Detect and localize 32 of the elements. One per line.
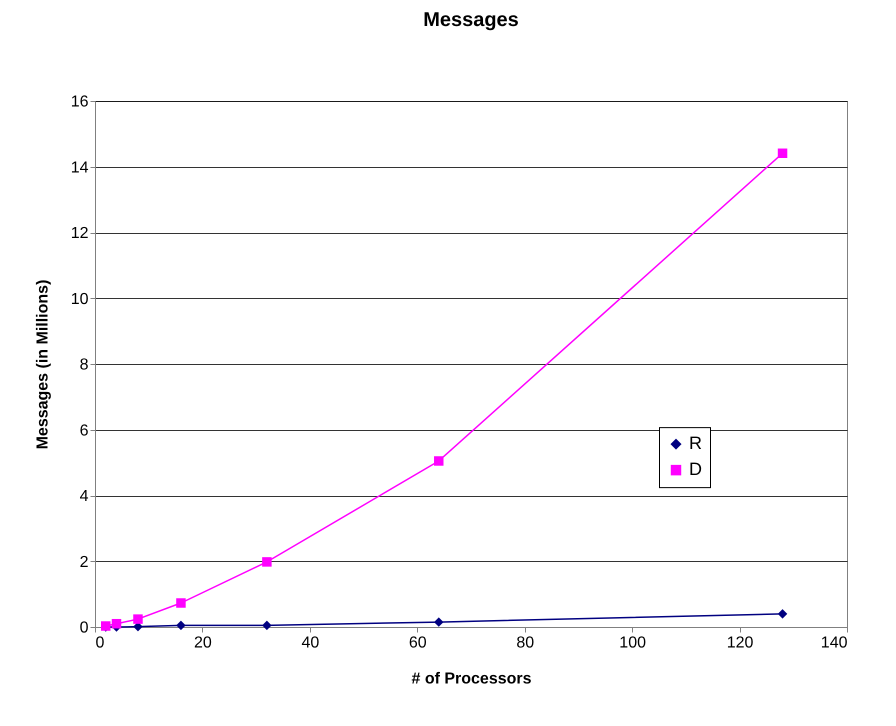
- y-tick-label: 4: [80, 488, 89, 505]
- x-tick-label: 140: [820, 634, 848, 652]
- point: [434, 456, 444, 466]
- point: [133, 614, 143, 624]
- y-tick-label: 6: [80, 422, 89, 440]
- point: [176, 620, 186, 630]
- x-tick-label: 20: [194, 634, 212, 652]
- y-axis-title: Messages (in Millions): [34, 280, 52, 450]
- point: [434, 617, 444, 627]
- x-tick-label: 100: [619, 634, 646, 652]
- x-tick-label: 60: [408, 634, 427, 652]
- y-tick-label: 14: [70, 159, 89, 176]
- y-tick-label: 2: [80, 554, 89, 571]
- legend-label: R: [689, 433, 702, 454]
- y-tick-label: 0: [80, 620, 89, 636]
- point: [262, 620, 272, 630]
- point: [778, 609, 788, 619]
- y-tick-label: 8: [80, 356, 89, 374]
- y-tick-label: 16: [70, 94, 89, 110]
- x-tick-label: 120: [726, 634, 754, 652]
- point: [176, 598, 186, 608]
- legend-label: D: [689, 459, 702, 480]
- point: [778, 148, 788, 158]
- y-tick-label: 10: [70, 290, 89, 308]
- x-tick-label: 0: [96, 634, 104, 652]
- x-tick-label: 80: [516, 634, 534, 652]
- point: [262, 557, 272, 567]
- x-axis-title: # of Processors: [411, 670, 532, 688]
- point: [112, 618, 122, 628]
- y-tick-label: 12: [70, 225, 89, 242]
- chart-title: Messages: [423, 9, 519, 31]
- x-tick-label: 40: [301, 634, 320, 652]
